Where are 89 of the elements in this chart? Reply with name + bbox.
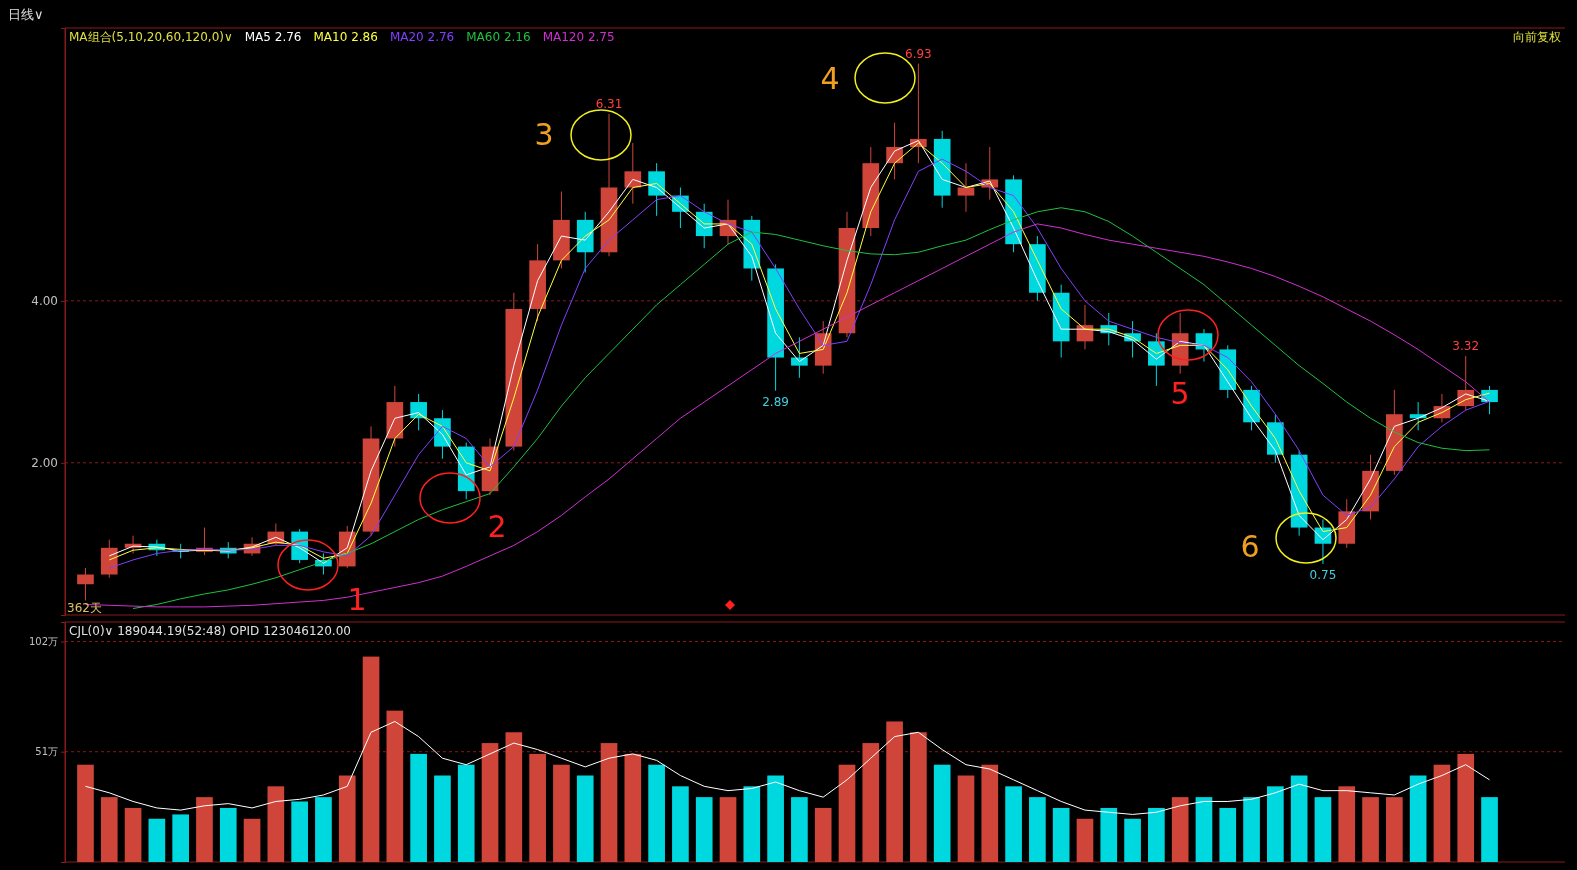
bar [1243, 797, 1260, 862]
bar [529, 753, 546, 862]
bar [1433, 764, 1451, 862]
bar [1267, 786, 1284, 862]
chart-title: 日线∨ [8, 7, 44, 22]
y-tick-label: 51万 [35, 746, 58, 758]
y-tick-label: 4.00 [31, 294, 58, 309]
y-tick-label: 2.00 [31, 456, 58, 471]
bar [338, 775, 356, 862]
bar [600, 743, 618, 862]
text: 向前复权 [1513, 30, 1561, 44]
bar [672, 786, 689, 862]
bar [77, 764, 94, 862]
bar [814, 807, 832, 862]
bar [1148, 807, 1165, 862]
annotation: MA组合(5,10,20,60,120,0)∨ [69, 30, 233, 44]
bar [1052, 807, 1070, 862]
bar [172, 814, 189, 862]
bar [1124, 818, 1141, 862]
bar [743, 786, 761, 862]
bar [124, 807, 142, 862]
annotation: 0.75 [1309, 567, 1337, 582]
bar [1029, 797, 1046, 862]
bar [1338, 786, 1356, 862]
bar [243, 818, 261, 862]
candlestick [957, 162, 975, 213]
text: MA20 2.76 [389, 30, 455, 44]
bar [791, 797, 808, 862]
bar [719, 797, 737, 862]
text: MA5 2.76 [244, 30, 302, 44]
bar [933, 764, 951, 862]
bar [267, 786, 285, 862]
candlestick [77, 567, 94, 601]
bar [981, 764, 999, 862]
bar [1219, 807, 1237, 862]
bar [1481, 797, 1498, 862]
bar [1076, 818, 1094, 862]
bar [100, 797, 118, 862]
bar [624, 753, 642, 862]
bar [148, 818, 166, 862]
chart-title: CJL(0)∨ 189044.19(52:48) OPID 123046120.00 [69, 624, 351, 638]
bar [362, 656, 380, 862]
annotation: 6 [1240, 529, 1260, 564]
annotation: 6.93 [905, 46, 932, 61]
bar [957, 775, 975, 862]
bar [838, 764, 856, 862]
bar [862, 743, 880, 862]
annotation: 3 [534, 117, 554, 152]
annotation: 3.32 [1452, 338, 1480, 353]
bar [1457, 753, 1475, 862]
bar [1290, 775, 1308, 862]
bar [434, 775, 451, 862]
bar [648, 764, 665, 862]
text: MA120 2.75 [542, 30, 615, 44]
bar [553, 764, 570, 862]
bar [196, 797, 213, 862]
bar [1100, 807, 1118, 862]
annotation: 362天 [67, 601, 102, 615]
bar [1005, 786, 1022, 862]
y-tick-label: 102万 [28, 636, 58, 648]
bar [695, 797, 713, 862]
candlestick [791, 336, 808, 379]
bar [1195, 797, 1213, 862]
bar [291, 801, 308, 862]
bar [410, 753, 427, 862]
annotation: 1 [347, 582, 367, 617]
bar [767, 775, 784, 862]
bar [910, 732, 927, 862]
annotation: 2.89 [762, 394, 789, 409]
annotation: 5 [1170, 376, 1190, 411]
bar [886, 721, 903, 862]
bar [1314, 797, 1332, 862]
bar [576, 775, 594, 862]
bar [1386, 797, 1403, 862]
bar [1171, 797, 1189, 862]
annotation: 4 [820, 61, 840, 96]
text: MA60 2.16 [466, 30, 531, 44]
bar [1362, 797, 1379, 862]
annotation: 6.31 [595, 96, 623, 111]
annotation: 2 [487, 509, 507, 544]
bar [1409, 775, 1427, 862]
bar [386, 710, 404, 862]
bar [481, 743, 499, 862]
text: MA10 2.86 [313, 30, 378, 44]
bar [505, 732, 523, 862]
bar [457, 764, 475, 862]
line-series [84, 720, 1491, 815]
bar [219, 807, 237, 862]
bar [315, 797, 332, 862]
